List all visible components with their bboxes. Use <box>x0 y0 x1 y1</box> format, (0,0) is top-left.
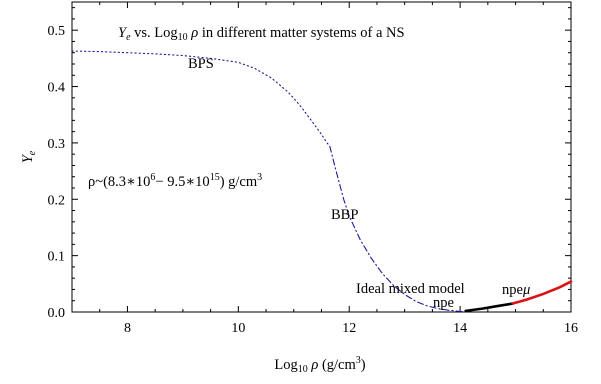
series-npe-line <box>464 302 515 313</box>
x-tick-label: 14 <box>453 321 467 336</box>
series-layer <box>71 50 573 313</box>
bbp-label: BBP <box>331 207 358 223</box>
x-tick-label: 16 <box>564 321 578 336</box>
y-tick-label: 0.2 <box>48 193 66 208</box>
y-axis-title: Ye <box>20 150 38 163</box>
ideal-mixed-model-label: Ideal mixed model <box>356 281 465 297</box>
npe-label: npe <box>433 295 454 311</box>
series-npe--line <box>511 280 573 305</box>
bps-label: BPS <box>188 56 214 72</box>
y-tick-label: 0.0 <box>48 306 66 321</box>
x-axis-ticks: 8 10 12 14 16 <box>71 2 578 336</box>
y-tick-label: 0.4 <box>48 81 66 96</box>
y-tick-label: 0.1 <box>48 250 66 265</box>
x-tick-label: 8 <box>124 321 131 336</box>
y-axis-ticks: 0.0 0.1 0.2 0.3 0.4 0.5 <box>48 7 571 321</box>
x-tick-label: 10 <box>231 321 245 336</box>
npemu-label: npeμ <box>502 282 530 298</box>
x-axis-title: Log10 ρ (g/cm3) <box>274 355 365 375</box>
density-range-label: ρ~(8.3∗106− 9.5∗1015) g/cm3 <box>88 172 262 190</box>
y-tick-label: 0.5 <box>48 24 66 39</box>
x-tick-label: 12 <box>342 321 356 336</box>
chart-title: Ye vs. Log10 ρ in different matter syste… <box>118 25 405 43</box>
y-tick-label: 0.3 <box>48 137 66 152</box>
series-bbp-line <box>329 145 467 313</box>
plot-frame <box>71 1 572 313</box>
series-bps-line <box>71 50 331 147</box>
